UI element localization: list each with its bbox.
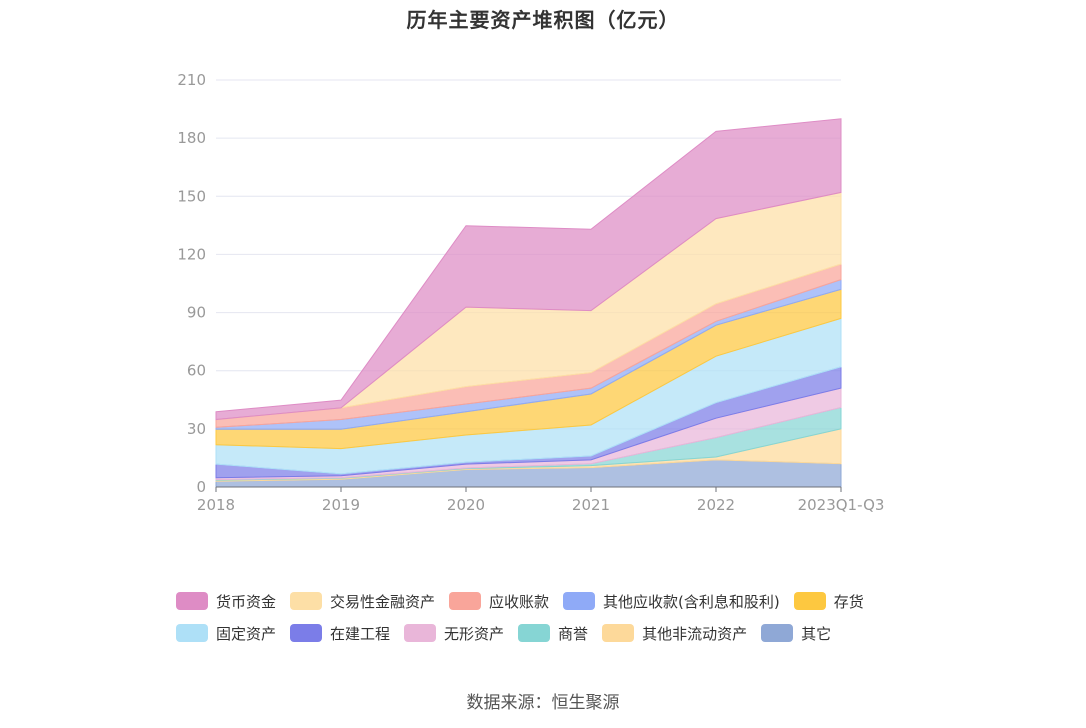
legend-label: 其它: [801, 624, 832, 643]
y-tick-label: 30: [187, 420, 206, 438]
legend-label: 无形资产: [444, 624, 505, 643]
legend-label: 应收账款: [489, 592, 550, 611]
legend-label: 交易性金融资产: [330, 592, 436, 611]
legend-item[interactable]: 货币资金: [176, 590, 276, 612]
legend-item[interactable]: 交易性金融资产: [290, 590, 435, 612]
area-series-layer: [215, 118, 842, 488]
legend-swatch: [176, 624, 208, 642]
y-tick-label: 210: [177, 71, 206, 89]
legend-item[interactable]: 存货: [793, 590, 864, 612]
data-source: 数据来源：恒生聚源: [466, 693, 620, 713]
legend-item[interactable]: 在建工程: [290, 622, 390, 644]
legend-swatch: [290, 624, 323, 642]
x-tick-label: 2020: [447, 496, 485, 514]
legend-item[interactable]: 固定资产: [176, 622, 276, 644]
legend-label: 其他应收款(含利息和股利): [603, 592, 780, 611]
y-tick-label: 150: [177, 187, 206, 205]
legend-label: 商誉: [558, 624, 589, 643]
legend-item[interactable]: 其他应收款(含利息和股利): [563, 590, 780, 612]
x-tick-label: 2022: [697, 496, 735, 514]
legend-label: 货币资金: [216, 592, 277, 611]
legend-item[interactable]: 应收账款: [449, 590, 549, 612]
legend-label: 固定资产: [216, 624, 277, 643]
x-tick-label: 2023Q1-Q3: [798, 496, 885, 514]
y-tick-label: 0: [196, 478, 206, 496]
y-tick-label: 120: [177, 245, 206, 263]
legend-swatch: [563, 592, 596, 610]
legend-label: 在建工程: [330, 624, 391, 643]
legend-item[interactable]: 商誉: [518, 622, 588, 644]
x-tick-label: 2019: [322, 496, 360, 514]
legend-swatch: [602, 624, 635, 642]
legend-item[interactable]: 其他非流动资产: [602, 622, 747, 644]
legend-item[interactable]: 无形资产: [404, 622, 504, 644]
chart-title: 历年主要资产堆积图（亿元）: [406, 8, 680, 32]
y-tick-label: 180: [177, 129, 206, 147]
legend-swatch: [793, 592, 826, 610]
legend-swatch: [518, 624, 551, 642]
x-tick-label: 2021: [572, 496, 610, 514]
y-tick-label: 90: [187, 304, 206, 322]
legend-swatch: [290, 592, 323, 610]
legend-label: 存货: [833, 592, 864, 611]
legend-label: 其他非流动资产: [642, 624, 748, 643]
area-series-10[interactable]: [215, 118, 842, 421]
x-tick-label: 2018: [197, 496, 235, 514]
y-tick-label: 60: [187, 362, 206, 380]
legend-swatch: [404, 624, 437, 642]
axes: 0 30 60 90 120 150 180 210 2018 2019 2020 2021 2022 2…: [177, 71, 884, 514]
stacked-area-chart: 0 30 60 90 120 150 180 210 2018 2019 2020 2021 2022 2…: [177, 71, 884, 514]
legend-swatch: [176, 592, 208, 610]
legend-item[interactable]: 其它: [761, 622, 831, 644]
legend-swatch: [449, 592, 482, 610]
legend: 货币资金 交易性金融资产 应收账款 其他应收款(含利息和股利) 存货固定资产 在建工程 无形…: [176, 590, 936, 644]
legend-swatch: [761, 624, 794, 642]
